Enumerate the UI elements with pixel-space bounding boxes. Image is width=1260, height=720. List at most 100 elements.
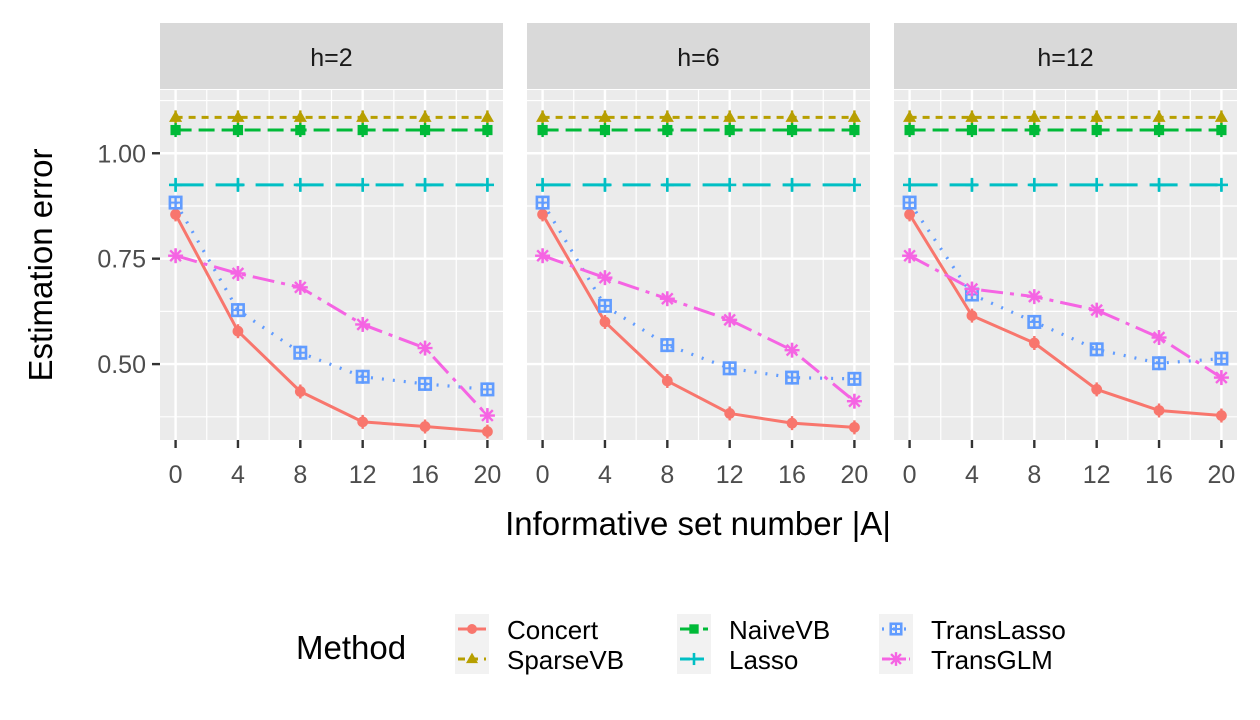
- panel-1-point-translasso: [168, 195, 183, 210]
- panel-2-point-naivevb: [786, 124, 798, 136]
- panel-1-point-naivevb: [232, 124, 244, 136]
- panel-3-point-sparsevb: [1214, 110, 1228, 122]
- panel-1-point-lasso: [418, 178, 432, 192]
- panel-1-line-transglm: [175, 254, 489, 417]
- legend-item-sparsevb: SparseVB: [455, 644, 624, 675]
- panel-2-series-transglm: [535, 248, 862, 409]
- panel-1-point-naivevb: [295, 124, 306, 136]
- panel-3-point-transglm: [1026, 289, 1042, 305]
- panel-2-point-transglm: [846, 393, 862, 409]
- panel-1-point-concert: [232, 325, 244, 337]
- panel-2-x-tick-label: 16: [778, 461, 806, 489]
- panel-3-point-transglm: [902, 248, 918, 264]
- panel-1-point-naivevb: [482, 124, 493, 136]
- panel-3-x-tick-label: 20: [1208, 461, 1236, 489]
- panel-2-point-transglm: [535, 248, 551, 264]
- legend-item-concert: Concert: [455, 614, 599, 645]
- panel-2-point-transglm: [722, 312, 738, 328]
- legend-key-marker-sparsevb: [465, 652, 479, 664]
- panel-3-x-tick-label: 8: [1027, 461, 1041, 489]
- panel-2-strip-label: h=6: [677, 44, 719, 72]
- panel-3-point-transglm: [964, 281, 980, 297]
- panel-1-point-translasso: [230, 303, 245, 318]
- panel-1-x-tick-label: 8: [293, 461, 307, 489]
- panel-3-point-naivevb: [1091, 124, 1102, 136]
- panel-3: h=12 0 4 8 12 16 20: [894, 23, 1237, 489]
- y-tick-label: 0.50: [97, 351, 146, 379]
- panel-3-point-concert: [1216, 410, 1227, 421]
- panel-3-series-sparsevb: [903, 110, 1228, 125]
- panel-1-point-naivevb: [357, 124, 368, 136]
- panel-2-point-naivevb: [599, 124, 611, 136]
- panel-3-point-translasso: [1027, 314, 1042, 329]
- panel-2-point-lasso: [598, 178, 612, 192]
- x-axis-title: Informative set number |A|: [505, 505, 891, 542]
- panel-1-point-sparsevb: [480, 110, 494, 122]
- panel-3-point-lasso: [1152, 178, 1166, 192]
- panel-2-point-lasso: [535, 178, 550, 192]
- panel-2-series-sparsevb: [536, 110, 861, 125]
- y-tick-label: 1.00: [97, 140, 146, 168]
- panel-2-series-translasso: [535, 195, 862, 386]
- panel-3-x-tick-label: 4: [965, 461, 979, 489]
- panel-2-point-sparsevb: [598, 110, 612, 122]
- panel-1-point-lasso: [231, 178, 245, 192]
- legend-label-sparsevb: SparseVB: [507, 645, 624, 675]
- panel-1-point-transglm: [168, 248, 184, 264]
- panel-1-point-naivevb: [170, 124, 181, 136]
- panel-3-point-concert: [966, 310, 978, 322]
- panel-1-x-tick-label: 4: [231, 461, 245, 489]
- panel-2-line-translasso: [541, 201, 855, 381]
- panel-2-point-naivevb: [849, 124, 860, 136]
- panel-1-point-lasso: [480, 178, 495, 192]
- panel-1-x-tick-label: 0: [169, 461, 183, 489]
- y-axis-title: Estimation error: [22, 149, 59, 382]
- panel-3-point-translasso: [902, 195, 917, 210]
- panel-1-point-transglm: [292, 279, 308, 295]
- panel-1-series-lasso: [168, 177, 495, 192]
- panel-3-point-naivevb: [1153, 124, 1165, 136]
- panel-2-point-sparsevb: [660, 110, 674, 122]
- panel-1-point-concert: [170, 208, 181, 220]
- panel-2-point-concert: [599, 316, 611, 328]
- panel-1-point-sparsevb: [231, 110, 245, 122]
- panel-3-point-sparsevb: [1090, 110, 1104, 122]
- panel-2-point-lasso: [785, 178, 799, 192]
- panel-3-point-concert: [1091, 383, 1103, 395]
- panel-3-point-sparsevb: [1152, 110, 1166, 122]
- panel-3-series-naivevb: [904, 123, 1227, 138]
- panel-2-point-concert: [724, 408, 736, 419]
- panel-3-point-transglm: [1213, 370, 1229, 386]
- panel-2-point-lasso: [660, 178, 674, 192]
- panel-2-series-concert: [537, 207, 860, 435]
- panel-2-point-naivevb: [537, 124, 548, 136]
- panel-3-point-translasso: [1214, 351, 1229, 366]
- legend-label-lasso: Lasso: [729, 645, 798, 675]
- panel-3-line-concert: [908, 213, 1222, 418]
- panel-2-point-sparsevb: [723, 110, 737, 122]
- panel-3-point-translasso: [1152, 356, 1167, 371]
- panel-2-point-naivevb: [662, 124, 673, 136]
- panel-2-line-transglm: [542, 254, 856, 403]
- panel-1-point-sparsevb: [293, 110, 307, 122]
- panel-1-point-lasso: [356, 178, 370, 192]
- panel-3-series-concert: [904, 207, 1227, 423]
- panel-1-point-translasso: [355, 369, 370, 384]
- panels-layer: h=20 4 8 12 16 200.500.751.00h=60 4 8 12 16 20h=12…: [97, 23, 1237, 489]
- legend-key-marker-concert: [467, 624, 477, 634]
- panel-2-strip: [527, 23, 870, 89]
- panel-2-series-naivevb: [537, 123, 860, 138]
- panel-2-x-tick-label: 0: [536, 461, 550, 489]
- panel-1-point-naivevb: [419, 124, 431, 136]
- panel-2-line-concert: [541, 213, 855, 429]
- panel-1-x-tick-label: 16: [411, 461, 439, 489]
- panel-2-x-tick-label: 4: [598, 461, 612, 489]
- panel-1-series-naivevb: [170, 123, 493, 138]
- panel-1-strip-label: h=2: [310, 44, 352, 72]
- legend-key-marker-translasso: [889, 622, 903, 636]
- panel-2-point-translasso: [785, 370, 800, 385]
- panel-1-point-concert: [419, 421, 431, 432]
- panel-2-point-concert: [786, 417, 798, 429]
